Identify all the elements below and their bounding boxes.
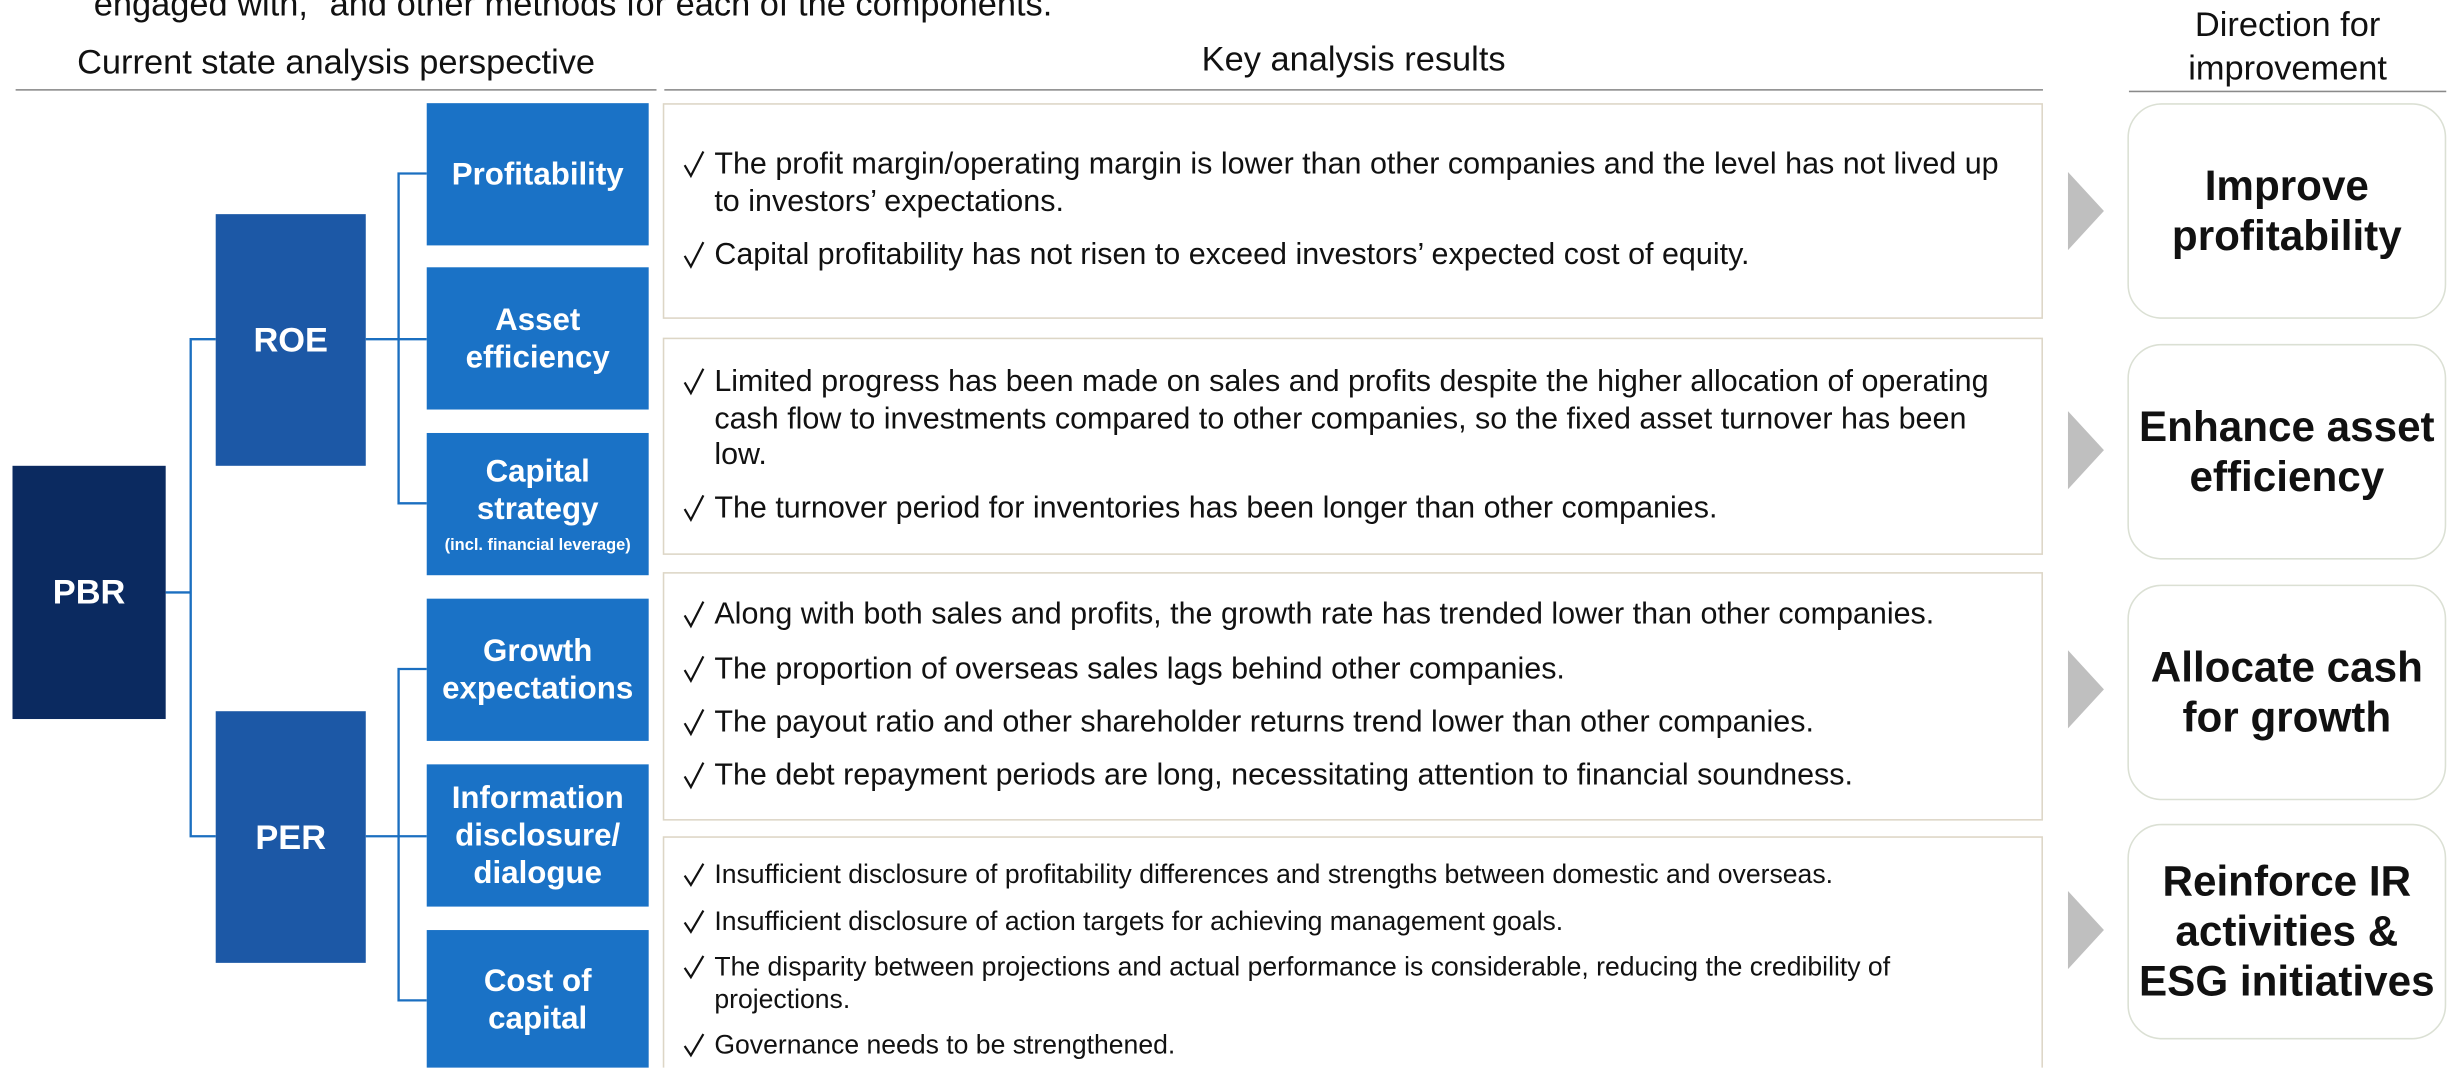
bullet-text: Limited progress has been made on sales … xyxy=(714,364,1989,473)
bullet: The proportion of overseas sales lags be… xyxy=(683,651,2026,688)
bullet: Limited progress has been made on sales … xyxy=(683,364,2026,474)
bullet: The debt repayment periods are long, nec… xyxy=(683,759,2026,796)
result-box: The profit margin/operating margin is lo… xyxy=(662,103,2043,319)
bullet-text: Along with both sales and profits, the g… xyxy=(714,597,1935,632)
result-box: Insufficient disclosure of profitability… xyxy=(662,836,2043,1068)
bullet: Along with both sales and profits, the g… xyxy=(683,597,2026,634)
bullet-text: Capital profitability has not risen to e… xyxy=(714,237,1750,273)
check-icon xyxy=(683,368,705,396)
check-icon xyxy=(683,241,705,270)
check-icon xyxy=(683,1033,705,1058)
bullet-text: The payout ratio and other shareholder r… xyxy=(714,704,1814,740)
bullet: Capital profitability has not risen to e… xyxy=(683,238,2026,275)
bullet: Insufficient disclosure of profitability… xyxy=(683,860,2026,892)
level-box: PER xyxy=(215,711,366,963)
component-box: Cost of capital xyxy=(426,930,649,1068)
bullet-text: Governance needs to be strengthened. xyxy=(714,1030,1176,1060)
result-box: Along with both sales and profits, the g… xyxy=(662,572,2043,821)
component-label: Profitability xyxy=(451,157,624,192)
rule xyxy=(15,89,657,91)
header: Key analysis results xyxy=(1201,39,1506,79)
direction-box: Reinforce IR activities & ESG initiative… xyxy=(2127,823,2447,1040)
root-box: PBR xyxy=(12,465,166,720)
bullet: The payout ratio and other shareholder r… xyxy=(683,705,2026,742)
bullet-text: The debt repayment periods are long, nec… xyxy=(714,758,1854,794)
rule xyxy=(664,89,2043,91)
direction-box: Enhance asset efficiency xyxy=(2127,343,2447,560)
check-icon xyxy=(683,655,705,683)
component-box: Growth expectations xyxy=(426,598,649,741)
component-box: Profitability xyxy=(426,103,649,246)
bullet-text: The proportion of overseas sales lags be… xyxy=(714,651,1565,686)
direction-box: Improve profitability xyxy=(2127,103,2447,319)
check-icon xyxy=(683,863,705,888)
component-label: Asset efficiency xyxy=(465,302,610,375)
bullet: The profit margin/operating margin is lo… xyxy=(683,148,2026,221)
check-icon xyxy=(683,909,705,934)
check-icon xyxy=(683,762,705,790)
component-label: Growth expectations xyxy=(442,633,634,706)
direction-box: Allocate cash for growth xyxy=(2127,584,2447,801)
component-label: Capital strategy xyxy=(476,454,599,526)
component-box: Information disclosure/ dialogue xyxy=(426,764,649,907)
bullet: The turnover period for inventories has … xyxy=(683,491,2026,528)
component-box: Capital strategy (incl. financial leverag… xyxy=(426,432,649,576)
bullet: Governance needs to be strengthened. xyxy=(683,1030,2026,1062)
component-note: (incl. financial leverage) xyxy=(444,535,631,555)
component-box: Asset efficiency xyxy=(426,267,649,410)
check-icon xyxy=(683,709,705,737)
rule xyxy=(2128,90,2447,93)
bullet-text: The turnover period for inventories has … xyxy=(714,491,1718,526)
bullet-text: The disparity between projections and ac… xyxy=(714,952,1891,1014)
level-box: ROE xyxy=(215,214,366,466)
check-icon xyxy=(683,151,705,179)
check-icon xyxy=(683,955,705,980)
component-label: Information disclosure/ dialogue xyxy=(451,780,624,891)
bullet-text: Insufficient disclosure of action target… xyxy=(714,906,1564,937)
check-icon xyxy=(683,495,705,523)
bullet: The disparity between projections and ac… xyxy=(683,952,2026,1016)
result-box: Limited progress has been made on sales … xyxy=(662,337,2043,555)
header: Direction for improvement xyxy=(2188,4,2387,88)
bullet-text: The profit margin/operating margin is lo… xyxy=(714,147,1999,219)
bullet-text: Insufficient disclosure of profitability… xyxy=(714,860,1834,891)
component-label: Cost of capital xyxy=(483,964,592,1037)
header: Current state analysis perspective xyxy=(77,42,596,82)
check-icon xyxy=(683,601,705,629)
bullet: Insufficient disclosure of action target… xyxy=(683,906,2026,938)
intro-text: engaged with," and other methods for eac… xyxy=(93,0,1053,24)
